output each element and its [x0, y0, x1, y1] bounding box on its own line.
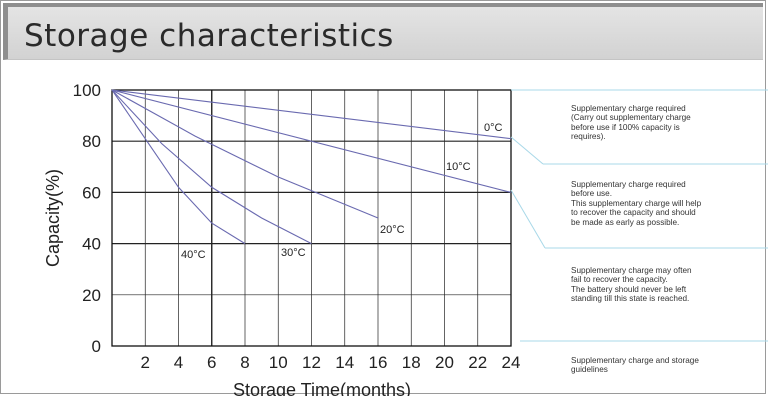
series-line-3 — [111, 89, 312, 245]
x-tick-label: 20 — [435, 353, 454, 372]
y-tick-label: 80 — [82, 132, 101, 151]
annotation-line: before use if 100% capacity is — [571, 122, 680, 132]
series-line-0 — [111, 89, 512, 140]
annotation-zone-1: Supplementary charge required (Carry out … — [571, 104, 751, 142]
annotation-zone-3: Supplementary charge may often fail to re… — [571, 266, 751, 304]
annotation-line: The battery should never be left — [571, 284, 687, 294]
annotation-guidelines: Supplementary charge and storage guidelin… — [571, 356, 751, 375]
x-tick-label: 24 — [502, 353, 521, 372]
x-tick-label: 6 — [207, 353, 216, 372]
annotation-line: Supplementary charge may often — [571, 266, 692, 275]
x-tick-label: 16 — [369, 353, 388, 372]
annotation-line: requires). — [571, 132, 606, 142]
annotation-line: Supplementary charge required — [571, 180, 686, 189]
x-tick-label: 8 — [240, 353, 249, 372]
annotation-line: before use. — [571, 189, 612, 199]
x-tick-label: 2 — [141, 353, 150, 372]
guide-line — [510, 189, 546, 249]
y-tick-label: 40 — [82, 235, 101, 254]
title-band — [3, 3, 763, 60]
x-tick-label: 4 — [174, 353, 183, 372]
y-tick-label: 100 — [73, 81, 101, 100]
series-label: 10°C — [446, 161, 471, 173]
x-tick-label: 18 — [402, 353, 421, 372]
series-line-4 — [111, 89, 246, 245]
annotation-line: standing till this state is reached. — [571, 294, 690, 304]
x-tick-label: 14 — [335, 353, 354, 372]
annotation-line: be made as early as possible. — [571, 217, 680, 227]
x-axis-label: Storage Time(months) — [233, 380, 411, 396]
series-line-1 — [111, 89, 512, 193]
series-label: 40°C — [181, 249, 206, 261]
annotation-zone-2: Supplementary charge required before use.… — [571, 180, 751, 227]
annotation-line: (Carry out supplementary charge — [571, 113, 691, 123]
series-label: 0°C — [484, 122, 503, 134]
plot-frame — [111, 89, 512, 347]
annotation-line: Supplementary charge and storage — [571, 356, 699, 365]
annotation-line: to recover the capacity and should — [571, 208, 696, 218]
x-tick-label: 10 — [269, 353, 288, 372]
y-tick-label: 0 — [92, 337, 101, 356]
y-tick-label: 60 — [82, 183, 101, 202]
y-axis-label: Capacity(%) — [43, 169, 63, 267]
annotation-line: guidelines — [571, 365, 608, 375]
x-tick-label: 12 — [302, 353, 321, 372]
annotation-line: This supplementary charge will help — [571, 198, 702, 208]
guide-line — [510, 136, 544, 165]
annotation-line: fail to recover the capacity. — [571, 275, 668, 285]
chart-title: Storage characteristics — [24, 18, 394, 54]
y-tick-label: 20 — [82, 286, 101, 305]
series-label: 30°C — [281, 247, 306, 259]
x-tick-label: 22 — [468, 353, 487, 372]
series-label: 20°C — [380, 224, 405, 236]
series-line-2 — [111, 89, 379, 219]
annotation-line: Supplementary charge required — [571, 104, 686, 113]
